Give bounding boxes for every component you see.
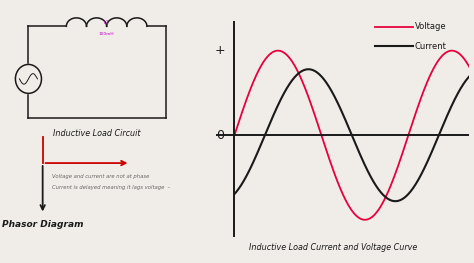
Text: 0: 0 [216, 129, 224, 142]
Text: 100mH: 100mH [99, 32, 114, 36]
Text: Current is delayed meaning it lags voltage  –: Current is delayed meaning it lags volta… [52, 185, 170, 190]
Text: Inductive Load Circuit: Inductive Load Circuit [54, 129, 141, 138]
Text: Inductive Load Current and Voltage Curve: Inductive Load Current and Voltage Curve [249, 244, 417, 252]
Text: Voltage: Voltage [414, 22, 446, 32]
Text: +: + [215, 44, 226, 57]
Text: Current: Current [414, 42, 447, 51]
Text: Voltage and current are not at phase: Voltage and current are not at phase [52, 174, 149, 179]
Text: Phasor Diagram: Phasor Diagram [2, 220, 83, 229]
Text: L1: L1 [104, 20, 109, 25]
